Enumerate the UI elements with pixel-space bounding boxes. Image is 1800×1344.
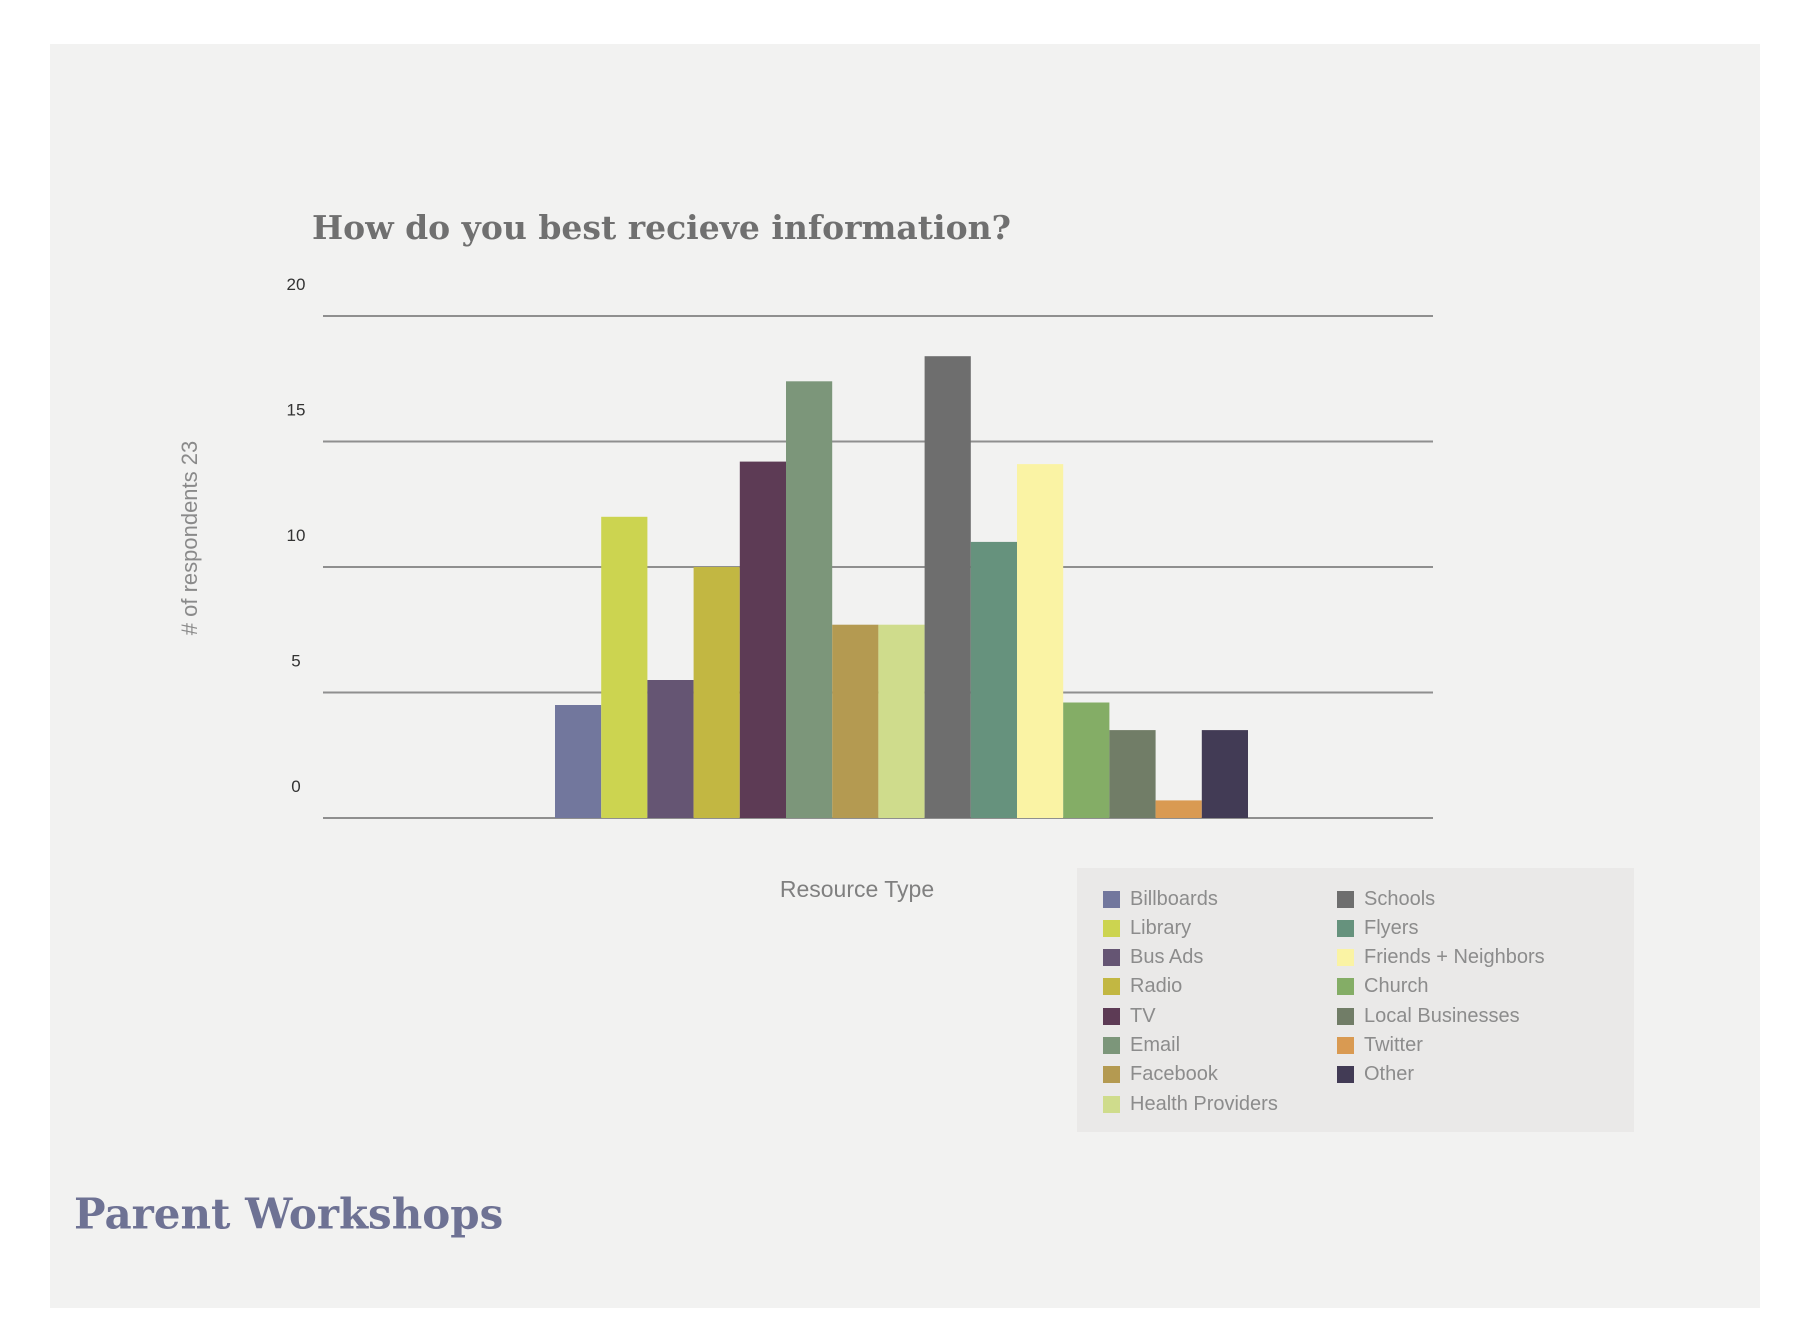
legend-item: Flyers xyxy=(1337,915,1418,941)
legend-swatch xyxy=(1103,978,1120,995)
legend-label: Email xyxy=(1130,1034,1180,1057)
y-tick-label: 20 xyxy=(287,275,306,294)
bar-facebook xyxy=(832,625,878,818)
legend-swatch xyxy=(1337,891,1354,908)
x-axis-label: Resource Type xyxy=(780,876,934,903)
legend-swatch xyxy=(1103,1037,1120,1054)
legend-swatch xyxy=(1337,1066,1354,1083)
bar-library xyxy=(601,517,647,818)
legend-item: TV xyxy=(1103,1003,1156,1029)
legend-item: Health Providers xyxy=(1103,1091,1278,1117)
legend-item: Other xyxy=(1337,1062,1414,1088)
legend-label: Twitter xyxy=(1364,1034,1423,1057)
bar-twitter xyxy=(1156,800,1202,818)
legend-swatch xyxy=(1103,949,1120,966)
y-tick-labels: 0 5 10 15 20 xyxy=(287,275,306,796)
legend-swatch xyxy=(1337,920,1354,937)
bar-friends-neighbors xyxy=(1017,464,1063,818)
footer-title: Parent Workshops xyxy=(74,1190,503,1239)
bar-health-providers xyxy=(878,625,924,818)
bar-bus-ads xyxy=(647,680,693,818)
bars xyxy=(555,356,1248,818)
legend-item: Twitter xyxy=(1337,1033,1423,1059)
y-tick-label: 0 xyxy=(291,777,300,796)
legend-item: Billboards xyxy=(1103,886,1218,912)
legend-label: Flyers xyxy=(1364,917,1418,940)
legend-swatch xyxy=(1103,1096,1120,1113)
y-tick-label: 15 xyxy=(287,401,306,420)
legend-label: Local Businesses xyxy=(1364,1005,1520,1028)
bar-tv xyxy=(740,462,786,818)
bar-schools xyxy=(925,356,971,818)
legend-swatch xyxy=(1103,1066,1120,1083)
legend-swatch xyxy=(1337,949,1354,966)
y-tick-label: 5 xyxy=(291,652,300,671)
legend-label: Friends + Neighbors xyxy=(1364,946,1545,969)
legend-item: Facebook xyxy=(1103,1062,1218,1088)
legend-label: Health Providers xyxy=(1130,1093,1278,1116)
legend-label: TV xyxy=(1130,1005,1156,1028)
bar-local-businesses xyxy=(1109,730,1155,818)
y-tick-label: 10 xyxy=(287,526,306,545)
legend-label: Library xyxy=(1130,917,1191,940)
legend-item: Friends + Neighbors xyxy=(1337,945,1545,971)
legend-swatch xyxy=(1103,920,1120,937)
legend-item: Schools xyxy=(1337,886,1435,912)
legend-label: Other xyxy=(1364,1063,1414,1086)
legend-label: Radio xyxy=(1130,975,1182,998)
legend-swatch xyxy=(1103,1008,1120,1025)
bar-other xyxy=(1202,730,1248,818)
legend-swatch xyxy=(1103,891,1120,908)
legend-item: Bus Ads xyxy=(1103,945,1203,971)
legend-label: Church xyxy=(1364,975,1428,998)
legend-item: Library xyxy=(1103,915,1191,941)
legend-label: Facebook xyxy=(1130,1063,1218,1086)
bar-email xyxy=(786,381,832,818)
bar-radio xyxy=(694,567,740,818)
legend-swatch xyxy=(1337,1008,1354,1025)
bar-billboards xyxy=(555,705,601,818)
legend-label: Billboards xyxy=(1130,888,1218,911)
legend: Billboards Library Bus Ads Radio TV Email Face… xyxy=(1077,868,1634,1132)
legend-swatch xyxy=(1337,978,1354,995)
bar-flyers xyxy=(971,542,1017,818)
legend-item: Local Businesses xyxy=(1337,1003,1520,1029)
legend-label: Bus Ads xyxy=(1130,946,1203,969)
bar-church xyxy=(1063,703,1109,819)
legend-item: Radio xyxy=(1103,974,1182,1000)
legend-swatch xyxy=(1337,1037,1354,1054)
legend-label: Schools xyxy=(1364,888,1435,911)
legend-item: Church xyxy=(1337,974,1428,1000)
legend-item: Email xyxy=(1103,1033,1180,1059)
